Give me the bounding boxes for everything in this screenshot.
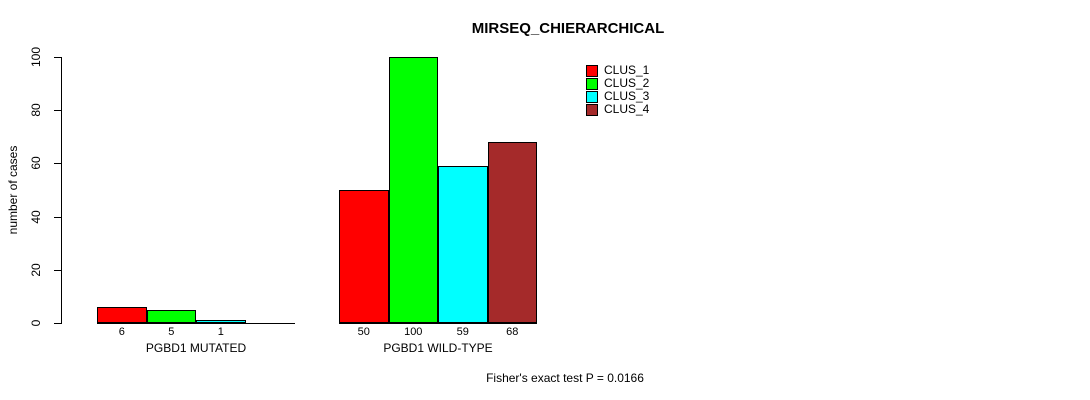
legend-label: CLUS_2 [604, 76, 650, 90]
legend-label: CLUS_1 [604, 63, 650, 77]
x-category-label: PGBD1 MUTATED [145, 341, 247, 355]
y-tick-mark [54, 323, 61, 324]
legend-swatch-clus-2 [586, 77, 598, 90]
bar-clus-2-pgbd1-mutated [146, 310, 196, 323]
y-tick-mark [54, 57, 61, 58]
legend-item-clus-4: CLUS_4 [586, 103, 649, 116]
x-category-label: PGBD1 WILD-TYPE [383, 341, 493, 355]
y-axis-line [61, 57, 62, 324]
bar-clus-2-pgbd1-wild-type [388, 57, 438, 323]
bar-value-label: 100 [404, 326, 423, 338]
chart-title: MIRSEQ_CHIERARCHICAL [471, 20, 665, 37]
bar-clus-1-pgbd1-mutated [97, 307, 147, 323]
y-tick-mark [54, 110, 61, 112]
y-tick-mark [54, 269, 61, 271]
bar-value-label: 1 [217, 326, 224, 338]
legend-swatch-clus-4 [586, 103, 598, 116]
stat-annotation: Fisher's exact test P = 0.0166 [486, 371, 644, 385]
legend-item-clus-1: CLUS_1 [586, 64, 649, 77]
bar-value-label: 6 [118, 326, 125, 338]
y-tick-mark [54, 163, 61, 165]
y-tick-label: 80 [29, 103, 43, 117]
y-tick-mark [54, 216, 61, 218]
bar-value-label: 5 [168, 326, 175, 338]
legend-label: CLUS_3 [604, 89, 650, 103]
y-tick-label: 20 [29, 263, 43, 277]
bar-clus-3-pgbd1-mutated [196, 320, 246, 323]
legend: CLUS_1 CLUS_2 CLUS_3 CLUS_4 [586, 64, 649, 116]
bar-value-label: 59 [456, 326, 469, 338]
group-baseline [339, 323, 537, 324]
bar-clus-4-pgbd1-wild-type [487, 142, 537, 323]
bar-clus-3-pgbd1-wild-type [438, 166, 488, 323]
legend-swatch-clus-3 [586, 90, 598, 103]
legend-item-clus-2: CLUS_2 [586, 77, 649, 90]
legend-label: CLUS_4 [604, 102, 650, 116]
y-tick-label: 60 [29, 156, 43, 171]
legend-item-clus-3: CLUS_3 [586, 90, 649, 103]
y-tick-label: 0 [29, 319, 43, 327]
legend-swatch-clus-1 [586, 64, 598, 77]
y-tick-label: 100 [29, 46, 43, 68]
group-baseline [97, 323, 295, 324]
y-tick-label: 40 [29, 209, 43, 224]
bar-value-label: 68 [506, 326, 519, 338]
bar-clus-1-pgbd1-wild-type [339, 190, 389, 323]
bar-value-label: 50 [357, 326, 370, 338]
